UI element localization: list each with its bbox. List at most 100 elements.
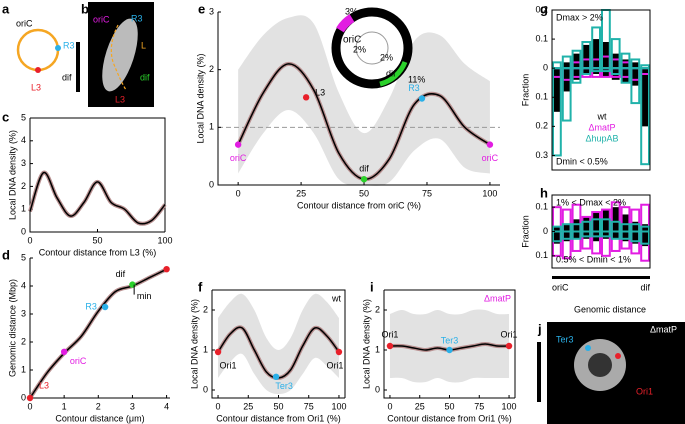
point-label: Ter3 <box>441 335 459 345</box>
ori1-dot <box>615 353 621 359</box>
x-tick-label: 0 <box>236 188 241 198</box>
x-tick-label: 0 <box>27 235 32 245</box>
y-tick-label: 0 <box>21 392 26 402</box>
axis <box>211 290 345 399</box>
y-tick-label: 0 <box>21 226 26 236</box>
y-axis-label: Local DNA density (%) <box>195 53 205 143</box>
genome-bar <box>552 276 650 279</box>
bar <box>631 62 640 69</box>
note: ΔmatP <box>484 293 511 303</box>
x-tick-label: 75 <box>304 401 314 411</box>
point <box>214 348 222 356</box>
x-tick-label: 50 <box>92 235 102 245</box>
y-tick-label: 2 <box>21 336 26 346</box>
inset-ring <box>331 7 413 89</box>
point-label: L3 <box>39 380 49 390</box>
y-tick-label: 0 <box>543 226 548 236</box>
x-axis-label: Contour distance from Ori1 (%) <box>387 413 512 423</box>
bar <box>582 44 591 69</box>
bar <box>621 68 630 83</box>
bar <box>562 231 571 242</box>
point <box>386 342 394 350</box>
bar <box>602 209 610 232</box>
panel-letter: h <box>540 185 548 200</box>
legend-entry: wt <box>597 111 607 121</box>
label: L3 <box>115 94 125 104</box>
label: dif <box>62 72 72 82</box>
point-label: Ori1 <box>220 360 237 370</box>
scale-bar <box>537 342 541 402</box>
panel-letter: d <box>2 247 10 262</box>
point <box>26 394 34 402</box>
point <box>446 346 453 354</box>
x-axis-label: Contour distance from L3 (%) <box>39 247 157 257</box>
label: L <box>141 40 146 50</box>
inset-label: oriC <box>343 35 361 46</box>
x-tick-label: 0 <box>387 401 392 411</box>
y-axis-label: Fraction <box>520 74 530 107</box>
y-tick-label: 2 <box>375 304 380 314</box>
bar <box>553 68 561 112</box>
inset-label: 11% <box>408 74 425 84</box>
x-tick-label: 0 <box>27 401 32 411</box>
point <box>335 348 343 356</box>
y-tick-label: 5 <box>21 252 26 262</box>
curve <box>29 268 167 399</box>
axis <box>30 117 166 232</box>
x-tick-label: 100 <box>502 401 517 411</box>
panel-letter: e <box>198 1 205 16</box>
x-tick-label: 75 <box>422 188 432 198</box>
curve-halo <box>28 267 168 400</box>
label: L3 <box>31 82 41 92</box>
y-tick-label: 0.1 <box>535 33 548 43</box>
bar <box>582 68 591 74</box>
inset-label: 2% <box>353 44 366 54</box>
bar <box>641 68 649 127</box>
label: oriC <box>93 14 110 24</box>
bar <box>582 231 591 239</box>
bar <box>641 231 649 247</box>
chromosome-ring <box>16 28 60 72</box>
x-tick-label: 75 <box>474 401 484 411</box>
point-label: R3 <box>85 301 97 311</box>
point-label: R3 <box>408 83 420 93</box>
bar <box>611 53 620 69</box>
x-tick-label: 4 <box>164 401 169 411</box>
inset-arc <box>379 60 408 87</box>
inset-label: 3% <box>345 6 358 16</box>
bar <box>631 221 640 232</box>
cell <box>102 18 138 92</box>
x-axis-label: Contour distance (μm) <box>55 413 144 423</box>
spread-band <box>238 15 490 186</box>
y-tick-label: 1 <box>209 122 214 132</box>
point <box>163 266 170 273</box>
axis <box>383 290 515 399</box>
bar <box>631 68 640 86</box>
bar <box>602 231 610 239</box>
legend-entry: ΔmatP <box>588 122 615 132</box>
bar <box>592 39 600 69</box>
y-tick-label: 4 <box>21 135 26 145</box>
point <box>486 141 494 148</box>
point <box>302 94 310 101</box>
x-label: oriC <box>552 282 569 292</box>
bar <box>553 231 561 244</box>
legend-entry: ΔhupAB <box>585 133 618 143</box>
spread-band <box>389 309 510 383</box>
inset-label: dif <box>386 68 396 78</box>
panel-letter: a <box>2 1 10 16</box>
label: oriC <box>16 18 33 28</box>
note: ΔmatP <box>650 324 677 334</box>
bar <box>572 53 581 69</box>
y-tick-label: 0 <box>203 384 208 394</box>
point-label: L3 <box>315 88 325 98</box>
bar <box>621 231 630 242</box>
x-tick-label: 50 <box>273 401 283 411</box>
point-label: Ori1 <box>381 329 398 339</box>
y-tick-label: 1 <box>375 344 380 354</box>
label: R3 <box>131 13 143 23</box>
y-tick-label: 0.3 <box>535 150 548 160</box>
bar <box>621 214 630 232</box>
note: Dmin < 0.5% <box>556 156 608 166</box>
bar <box>641 224 649 232</box>
